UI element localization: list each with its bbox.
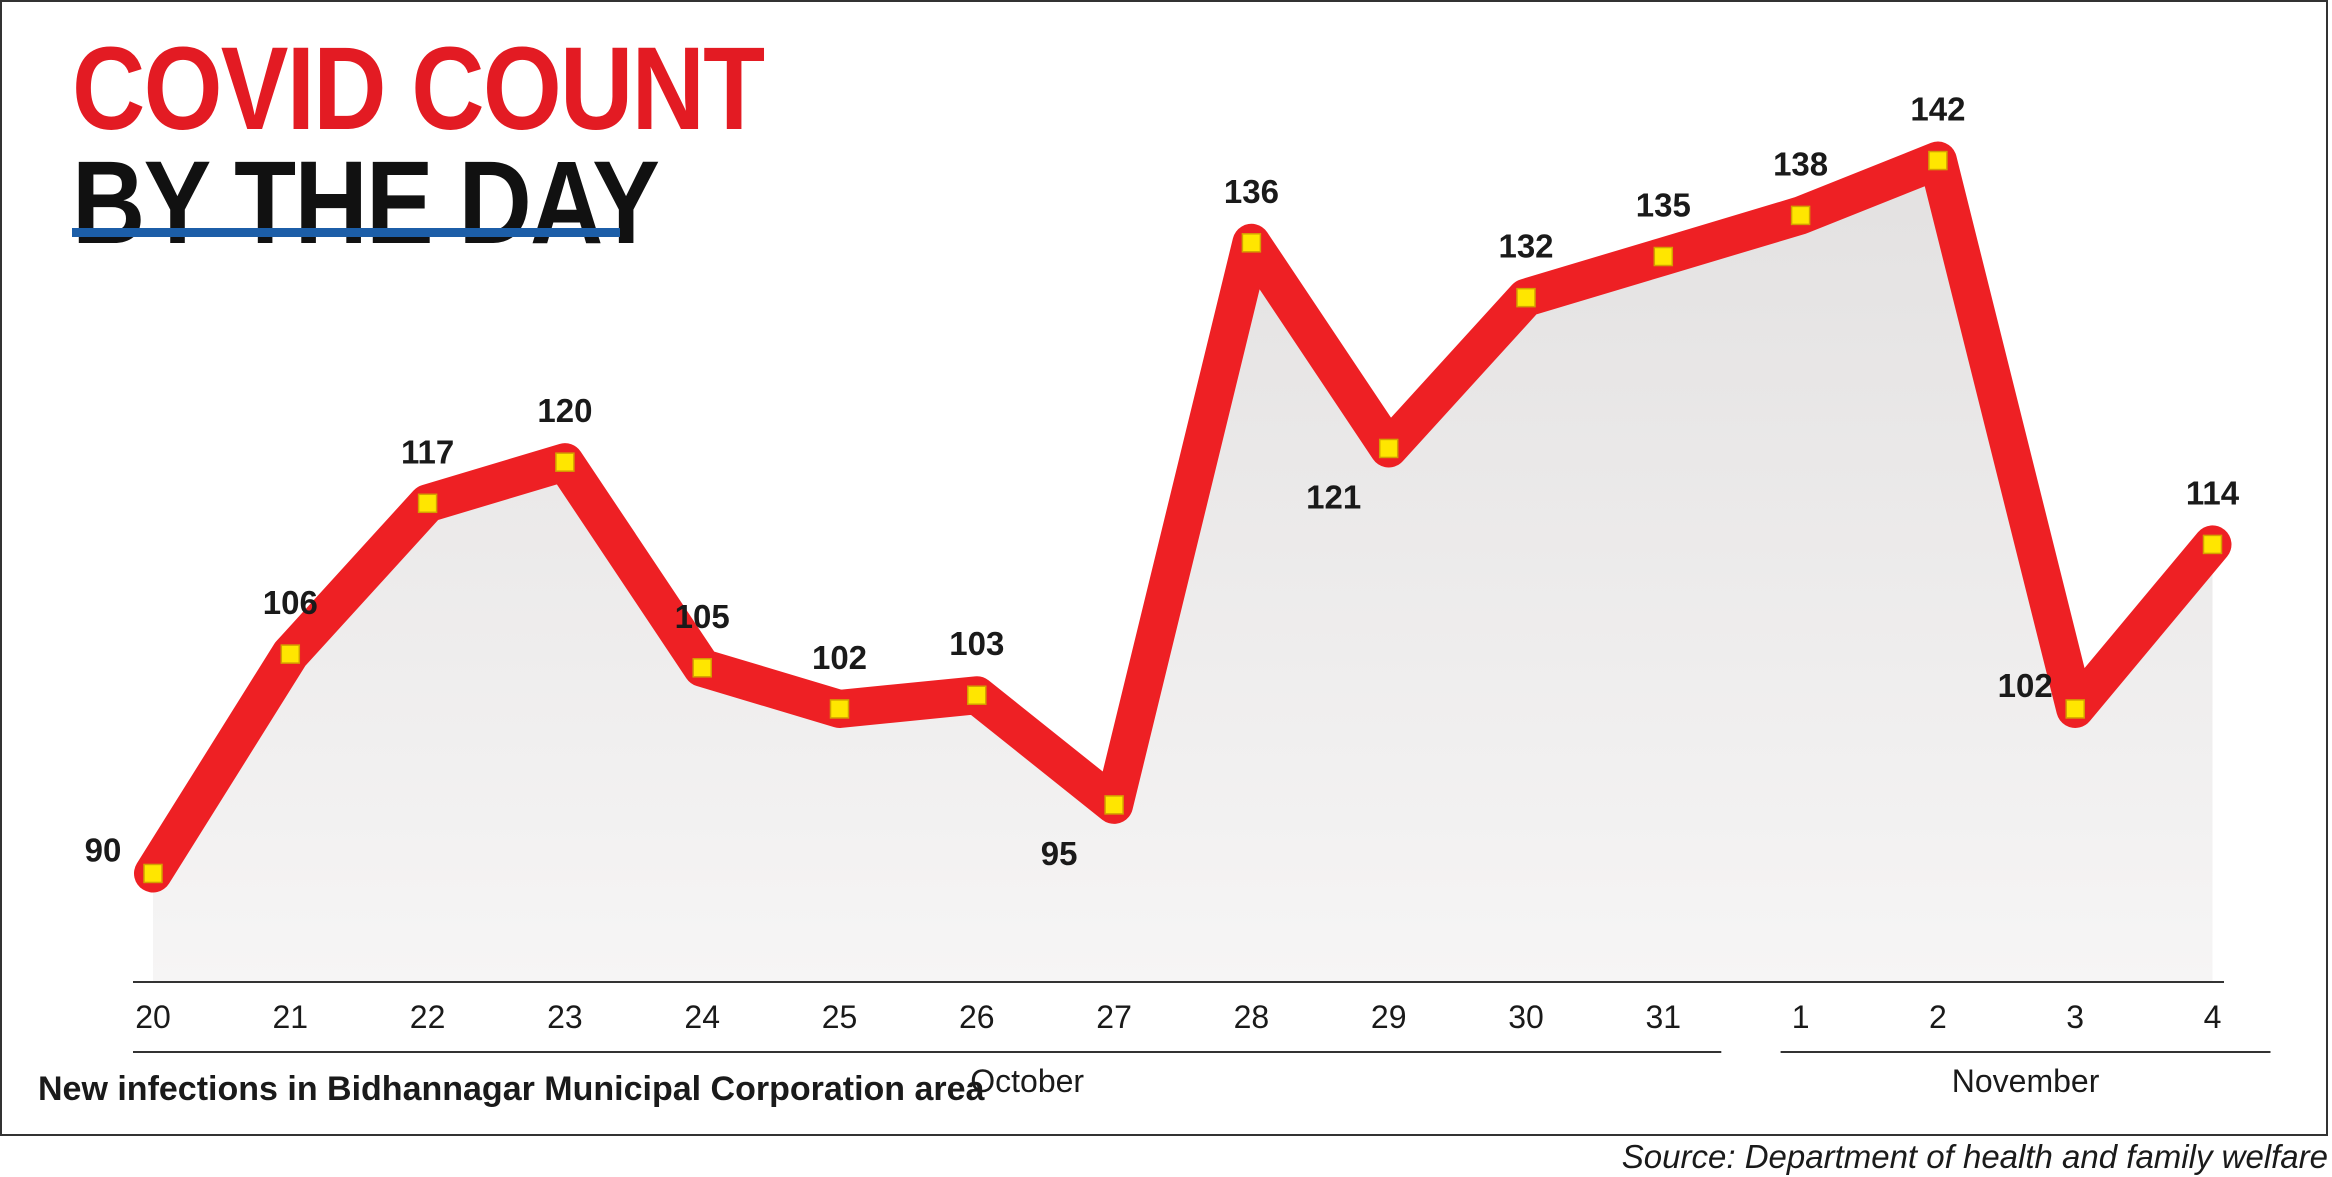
data-label: 136 — [1224, 173, 1279, 210]
series-line — [134, 141, 2232, 893]
x-tick-label: 23 — [547, 999, 583, 1035]
x-tick-label: 4 — [2204, 999, 2222, 1035]
data-marker-1 — [1790, 205, 1811, 226]
x-tick-label: 22 — [410, 999, 446, 1035]
data-label: 90 — [85, 831, 122, 868]
data-marker-29 — [1378, 438, 1399, 459]
data-label: 95 — [1041, 835, 1078, 872]
data-label: 103 — [949, 625, 1004, 662]
data-label: 102 — [1998, 667, 2053, 704]
data-marker-24 — [692, 658, 712, 678]
x-tick-label: 31 — [1646, 999, 1682, 1035]
chart-subtitle: New infections in Bidhannagar Municipal … — [38, 1070, 985, 1108]
data-marker-21 — [280, 644, 301, 664]
data-marker-22 — [417, 493, 438, 514]
x-tick-label: 2 — [1929, 999, 1947, 1035]
data-label: 102 — [812, 639, 867, 676]
data-marker-31 — [1653, 246, 1674, 267]
data-marker-23 — [555, 452, 575, 472]
data-marker-28 — [1241, 233, 1262, 253]
source-note: Source: Department of health and family … — [1621, 1138, 2328, 1175]
month-label: October — [970, 1063, 1084, 1099]
data-marker-30 — [1516, 287, 1536, 308]
x-tick-label: 26 — [959, 999, 995, 1035]
data-label: 135 — [1636, 187, 1691, 224]
data-label: 121 — [1306, 478, 1361, 515]
data-marker-27 — [1104, 795, 1124, 815]
x-tick-label: 27 — [1096, 999, 1132, 1035]
x-tick-label: 21 — [273, 999, 309, 1035]
x-tick-label: 25 — [822, 999, 858, 1035]
title-line-2: BY THE DAY — [72, 137, 660, 269]
data-marker-20 — [143, 863, 163, 884]
x-tick-label: 3 — [2066, 999, 2084, 1035]
title-underline — [72, 228, 620, 237]
x-tick-label: 20 — [135, 999, 171, 1035]
data-marker-2 — [1928, 150, 1948, 171]
title-line-1: COVID COUNT — [72, 23, 765, 155]
data-label: 114 — [2186, 474, 2240, 511]
data-label: 117 — [401, 433, 454, 470]
x-tick-label: 29 — [1371, 999, 1407, 1035]
data-label: 138 — [1773, 145, 1828, 182]
data-label: 106 — [263, 584, 318, 621]
x-tick-label: 24 — [684, 999, 720, 1035]
data-label: 132 — [1498, 228, 1553, 265]
data-label: 142 — [1910, 91, 1965, 128]
data-label: 120 — [537, 392, 592, 429]
data-marker-4 — [2202, 534, 2223, 555]
month-label: November — [1952, 1063, 2100, 1099]
data-marker-25 — [829, 699, 850, 719]
x-tick-label: 30 — [1508, 999, 1544, 1035]
data-label: 105 — [675, 598, 730, 635]
x-tick-label: 1 — [1792, 999, 1810, 1035]
chart-title: COVID COUNT BY THE DAY — [72, 23, 765, 269]
x-tick-label: 28 — [1234, 999, 1270, 1035]
data-marker-26 — [967, 685, 987, 705]
data-marker-3 — [2065, 699, 2085, 719]
